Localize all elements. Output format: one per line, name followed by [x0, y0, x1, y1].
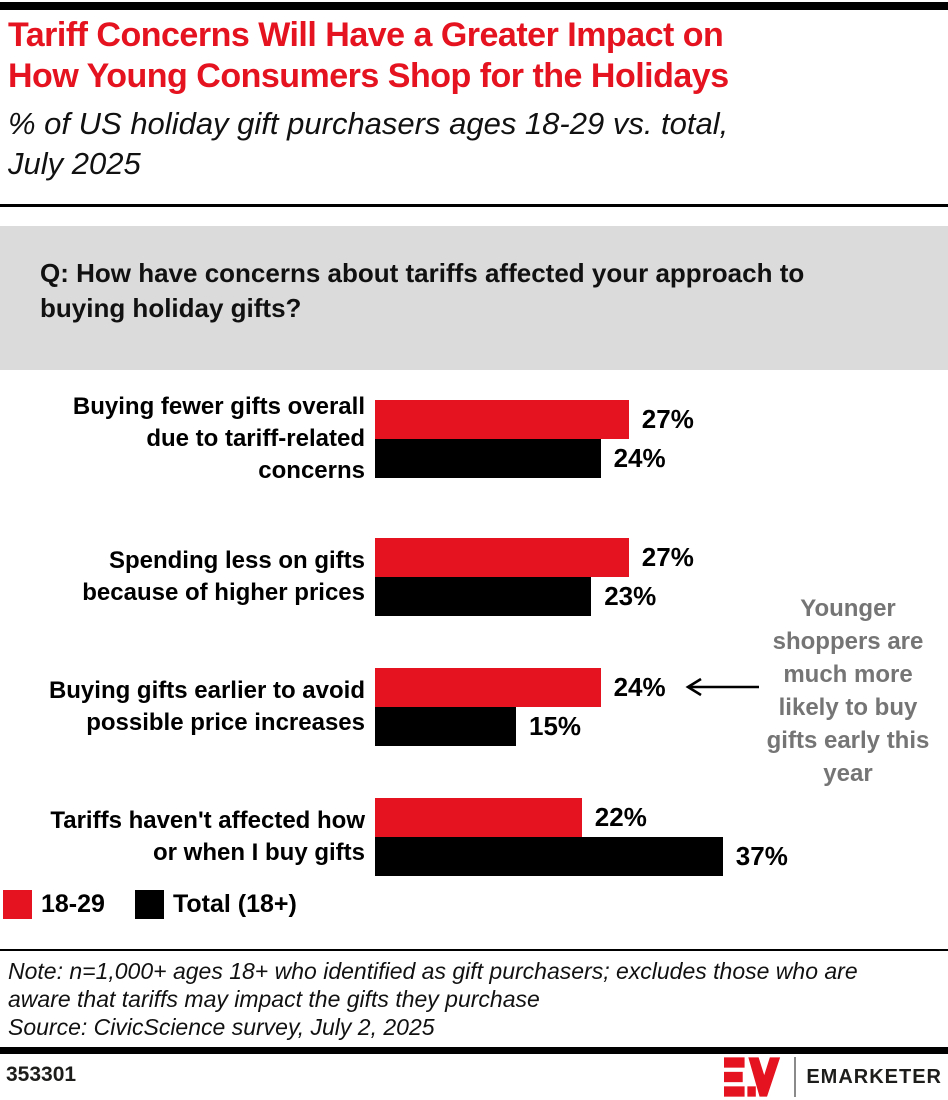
header-divider: [0, 204, 948, 207]
bar-total-18-plus: [375, 439, 601, 478]
bar-age-18-29: [375, 400, 629, 439]
page-subtitle: % of US holiday gift purchasers ages 18-…: [8, 104, 940, 184]
category-label-line: or when I buy gifts: [152, 839, 365, 866]
value-label: 24%: [613, 443, 666, 473]
value-label: 27%: [641, 404, 694, 434]
bar-group: Buying gifts earlier to avoid possible pr…: [0, 668, 948, 746]
bar-row: 27%: [375, 400, 694, 439]
bar-pair: 27% 24%: [375, 400, 694, 478]
bar-pair: 27% 23%: [375, 538, 694, 616]
legend-item-age-18-29: 18-29: [3, 890, 105, 919]
category-label: Buying fewer gifts overall due to tariff-…: [0, 393, 365, 484]
bar-total-18-plus: [375, 707, 516, 746]
footer-border-bar: [0, 1047, 948, 1054]
chart-id: 353301: [6, 1063, 77, 1086]
legend-label: Total (18+): [172, 890, 297, 918]
category-label: Spending less on gifts because of higher …: [0, 538, 365, 616]
top-border-bar: [0, 2, 948, 10]
category-label-line: Buying gifts earlier to avoid: [48, 677, 365, 704]
bar-row: 27%: [375, 538, 694, 577]
value-label: 22%: [594, 802, 647, 832]
bar-row: 23%: [375, 577, 694, 616]
source-line: Source: CivicScience survey, July 2, 202…: [8, 1014, 435, 1040]
legend-swatch-age-18-29: [3, 890, 32, 919]
emarketer-monogram-icon: [724, 1057, 781, 1097]
bar-row: 15%: [375, 707, 666, 746]
question-line-2: buying holiday gifts?: [40, 293, 302, 323]
category-label-line: because of higher prices: [82, 579, 365, 606]
category-label: Tariffs haven't affected how or when I bu…: [0, 798, 365, 876]
bar-group: Spending less on gifts because of higher …: [0, 538, 948, 616]
category-label-line: Buying fewer gifts overall: [72, 393, 365, 420]
category-label-line: due to tariff-related: [146, 425, 365, 452]
bar-group: Buying fewer gifts overall due to tariff-…: [0, 393, 948, 484]
page-title: Tariff Concerns Will Have a Greater Impa…: [8, 15, 940, 97]
bar-total-18-plus: [375, 577, 592, 616]
question-line-1: Q: How have concerns about tariffs affec…: [40, 258, 805, 288]
value-label: 27%: [641, 542, 694, 572]
legend: 18-29 Total (18+): [3, 890, 327, 919]
subtitle-line-1: % of US holiday gift purchasers ages 18-…: [8, 106, 729, 141]
brand-divider: [794, 1057, 797, 1097]
brand-name: EMARKETER: [806, 1065, 942, 1088]
bar-total-18-plus: [375, 837, 723, 876]
bar-age-18-29: [375, 668, 601, 707]
category-label-line: concerns: [258, 457, 365, 484]
bar-row: 22%: [375, 798, 788, 837]
bar-row: 24%: [375, 439, 694, 478]
category-label: Buying gifts earlier to avoid possible pr…: [0, 668, 365, 746]
brand-logo: EMARKETER: [724, 1056, 942, 1098]
subtitle-line-2: July 2025: [8, 146, 141, 181]
bar-group: Tariffs haven't affected how or when I bu…: [0, 798, 948, 876]
question-box: Q: How have concerns about tariffs affec…: [0, 226, 948, 370]
note-line-1: Note: n=1,000+ ages 18+ who identified a…: [8, 958, 858, 984]
chart-area: Younger shoppers are much more likely to…: [0, 380, 948, 930]
note-line-2: aware that tariffs may impact the gifts …: [8, 986, 540, 1012]
value-label: 15%: [529, 711, 582, 741]
annotation-text: Younger shoppers are much more likely to…: [766, 595, 930, 787]
legend-label: 18-29: [41, 890, 105, 918]
footnote-divider: [0, 949, 948, 951]
bar-row: 24%: [375, 668, 666, 707]
bar-pair: 22% 37%: [375, 798, 788, 876]
category-label-line: Spending less on gifts: [108, 547, 365, 574]
legend-swatch-total-18-plus: [134, 890, 164, 919]
bar-row: 37%: [375, 837, 788, 876]
value-label: 37%: [735, 841, 788, 871]
title-line-2: How Young Consumers Shop for the Holiday…: [8, 57, 729, 95]
bar-pair: 24% 15%: [375, 668, 666, 746]
bar-age-18-29: [375, 538, 629, 577]
legend-item-total-18-plus: Total (18+): [134, 890, 297, 919]
category-label-line: possible price increases: [86, 709, 365, 736]
annotation-arrow-icon: [685, 677, 759, 697]
footnote: Note: n=1,000+ ages 18+ who identified a…: [8, 957, 940, 1041]
bar-age-18-29: [375, 798, 582, 837]
title-line-1: Tariff Concerns Will Have a Greater Impa…: [8, 16, 724, 54]
category-label-line: Tariffs haven't affected how: [50, 807, 365, 834]
value-label: 24%: [613, 672, 666, 702]
value-label: 23%: [604, 581, 657, 611]
